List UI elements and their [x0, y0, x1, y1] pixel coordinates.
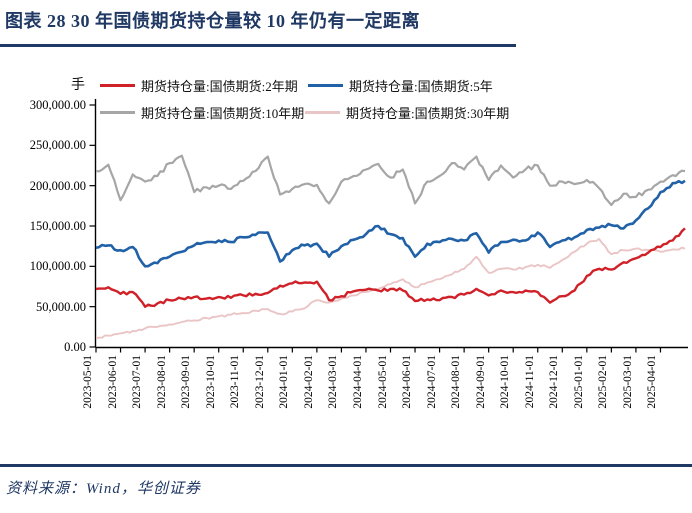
legend-line-swatch — [100, 83, 135, 87]
y-tick-label: 150,000.00 — [29, 219, 86, 233]
series-line-3 — [95, 237, 686, 340]
legend-label: 期货持仓量:国债期货:2年期 — [141, 78, 298, 94]
y-tick-label: 300,000.00 — [29, 98, 86, 112]
series-line-1 — [95, 179, 686, 268]
title-divider — [0, 44, 516, 47]
series-line-0 — [95, 227, 686, 308]
data-source-note: 资料来源：Wind，华创证券 — [6, 481, 201, 497]
legend-label: 期货持仓量:国债期货:10年期 — [141, 105, 305, 121]
series-line-2 — [95, 154, 686, 207]
legend-item: 期货持仓量:国债期货:5年 — [308, 77, 493, 94]
legend-item: 期货持仓量:国债期货:30年期 — [305, 104, 510, 121]
legend-item: 期货持仓量:国债期货:10年期 — [100, 104, 305, 121]
legend-label: 期货持仓量:国债期货:30年期 — [346, 105, 510, 121]
footer-divider — [0, 464, 692, 467]
legend-label: 期货持仓量:国债期货:5年 — [349, 78, 493, 94]
y-tick-label: 200,000.00 — [29, 178, 86, 193]
legend-line-swatch — [308, 83, 343, 87]
legend-line-swatch — [100, 110, 135, 114]
chart-title: 图表 28 30 年国债期货持仓量较 10 年仍有一定距离 — [5, 11, 420, 31]
y-tick-label: 0.00 — [64, 340, 86, 354]
legend-item: 期货持仓量:国债期货:2年期 — [100, 77, 298, 94]
y-axis-unit-label: 手 — [71, 78, 85, 93]
y-tick-label: 50,000.00 — [36, 299, 86, 314]
legend-line-swatch — [305, 110, 340, 114]
y-tick-label: 100,000.00 — [29, 259, 86, 274]
y-tick-label: 250,000.00 — [29, 138, 86, 153]
